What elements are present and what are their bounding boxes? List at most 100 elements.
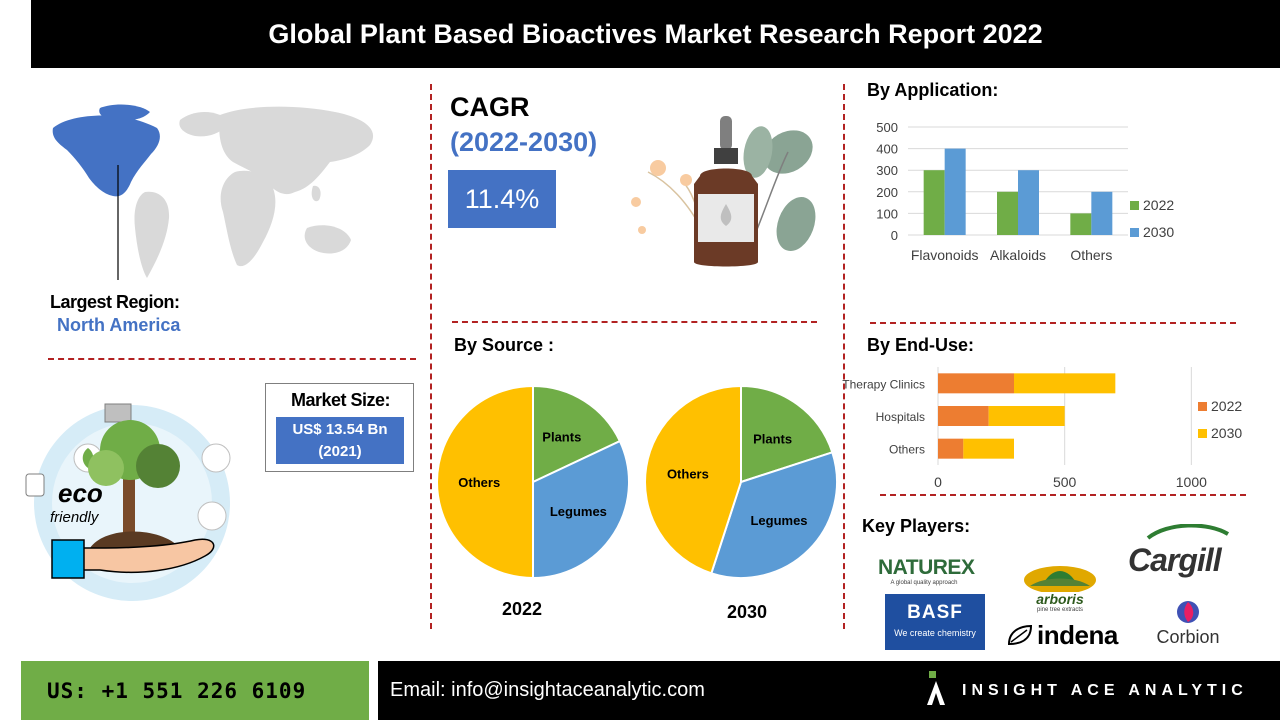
friendly-text: friendly (50, 509, 100, 526)
app-ytick-label: 500 (876, 120, 898, 135)
pie-caption-2030: 2030 (727, 602, 768, 622)
pie-slice-legumes (710, 451, 838, 579)
enduse-ytick-label: Hospitals (876, 410, 925, 424)
enduse-legend-swatch (1198, 429, 1207, 438)
pie-slice-others (644, 384, 742, 575)
pie-slice-plants (532, 384, 622, 484)
app-xtick-label: Alkaloids (990, 247, 1046, 263)
enduse-xtick-label: 1000 (1176, 474, 1207, 490)
app-ytick-label: 0 (891, 228, 898, 243)
app-bar-2022 (1070, 213, 1092, 235)
logo-cargill: Cargill (1128, 523, 1238, 578)
divider-region (48, 358, 416, 360)
enduse-legend-swatch (1198, 402, 1207, 411)
arboris-tagline: pine tree extracts (1036, 607, 1084, 613)
pie-label-legumes: Legumes (750, 513, 807, 528)
enduse-chart: 0 500 1000 Therapy Clinics Hospitals Others 20… (842, 367, 1242, 490)
world-map (52, 104, 374, 280)
enduse-legend-label: 2022 (1211, 398, 1242, 414)
cagr-value: 11.4% (448, 170, 556, 228)
indena-leaf-icon (1007, 624, 1033, 645)
logo-indena: indena (1005, 620, 1125, 651)
source-pie-2030: Plants Legumes Others (644, 384, 838, 579)
divider-cagr (452, 321, 817, 323)
app-ytick-label: 300 (876, 163, 898, 178)
app-ytick-label: 400 (876, 142, 898, 157)
pie-slice-legumes (532, 439, 630, 580)
corbion-drop-icon (1177, 601, 1199, 623)
divider-enduse (880, 494, 1246, 496)
enduse-bar-2022 (938, 373, 1014, 394)
logo-basf: BASF We create chemistry (885, 594, 985, 650)
pie-label-plants: Plants (753, 432, 792, 447)
naturex-tagline: A global quality approach (890, 580, 958, 586)
region-value: North America (57, 315, 181, 335)
app-bar-2030 (1018, 170, 1039, 235)
pie-caption-2022: 2022 (502, 599, 543, 619)
app-ytick-label: 100 (876, 206, 898, 221)
enduse-xtick-label: 0 (934, 474, 942, 490)
arboris-name: arboris (1036, 591, 1084, 607)
bottle-illustration (631, 116, 816, 267)
arboris-tree-icon (1024, 566, 1096, 594)
enduse-bar-2030 (988, 406, 1065, 426)
app-bar-2030 (944, 148, 966, 235)
app-xtick-label: Others (1070, 247, 1112, 263)
cargill-swoosh-icon (1146, 523, 1230, 540)
app-legend-label: 2030 (1143, 224, 1174, 240)
app-legend-swatch (1130, 228, 1139, 237)
market-size-label: Market Size: (290, 390, 391, 410)
enduse-title: By End-Use: (867, 335, 975, 355)
logo-corbion: Corbion (1148, 598, 1228, 648)
logo-arboris: arboris pine tree extracts (1022, 562, 1098, 613)
enduse-bar-2030 (963, 438, 1014, 459)
app-ytick-label: 200 (876, 185, 898, 200)
enduse-bar-2022 (938, 406, 989, 426)
enduse-xtick-label: 500 (1053, 474, 1077, 490)
application-title: By Application: (867, 80, 999, 100)
indena-name: indena (1037, 620, 1118, 650)
footer-email: Email: info@insightaceanalytic.com (390, 679, 705, 701)
market-size-amount: US$ 13.54 Bn (292, 421, 388, 438)
market-size-year: (2021) (318, 443, 362, 460)
naturex-name: NATUREX (878, 556, 975, 579)
region-label: Largest Region: (50, 292, 180, 312)
key-players-title: Key Players: (862, 516, 971, 536)
brand-logo-icon (927, 671, 945, 705)
app-legend-label: 2022 (1143, 197, 1174, 213)
pie-label-others: Others (458, 475, 500, 490)
logo-naturex: NATUREX A global quality approach (878, 556, 975, 586)
divider-left (430, 84, 432, 629)
app-legend-swatch (1130, 201, 1139, 210)
footer-brand: INSIGHT ACE ANALYTIC (962, 682, 1248, 699)
cargill-name: Cargill (1128, 542, 1222, 578)
pie-slice-plants (740, 384, 834, 484)
basf-tagline: We create chemistry (894, 628, 976, 638)
enduse-ytick-label: Others (889, 443, 925, 457)
pie-label-plants: Plants (542, 430, 581, 445)
footer-bar (378, 661, 1280, 720)
market-size-box: Market Size: US$ 13.54 Bn (2021) (265, 383, 414, 472)
source-pie-2022: Plants Legumes Others (436, 384, 630, 580)
eco-text: eco (58, 478, 103, 508)
enduse-bar-2022 (938, 438, 964, 459)
app-xtick-label: Flavonoids (911, 247, 979, 263)
eco-illustration: eco friendly (25, 403, 231, 601)
app-bar-2022 (997, 191, 1018, 235)
app-bar-2030 (1091, 191, 1113, 235)
cagr-years: (2022-2030) (450, 127, 598, 157)
enduse-legend-label: 2030 (1211, 425, 1242, 441)
pie-label-others: Others (667, 467, 709, 482)
corbion-name: Corbion (1156, 627, 1220, 647)
basf-name: BASF (907, 602, 963, 623)
application-chart: 0 100 200 300 400 500 Flavonoids Alkaloids Other… (876, 120, 1174, 263)
enduse-bar-2030 (1014, 373, 1116, 394)
footer-phone: US: +1 551 226 6109 (21, 661, 369, 720)
market-size-value: US$ 13.54 Bn (2021) (276, 417, 404, 464)
pie-slice-others (436, 384, 534, 580)
enduse-ytick-label: Therapy Clinics (842, 377, 925, 391)
app-bar-2022 (923, 170, 945, 235)
pie-label-legumes: Legumes (550, 504, 607, 519)
divider-right (843, 84, 845, 629)
report-title: Global Plant Based Bioactives Market Res… (31, 0, 1280, 68)
